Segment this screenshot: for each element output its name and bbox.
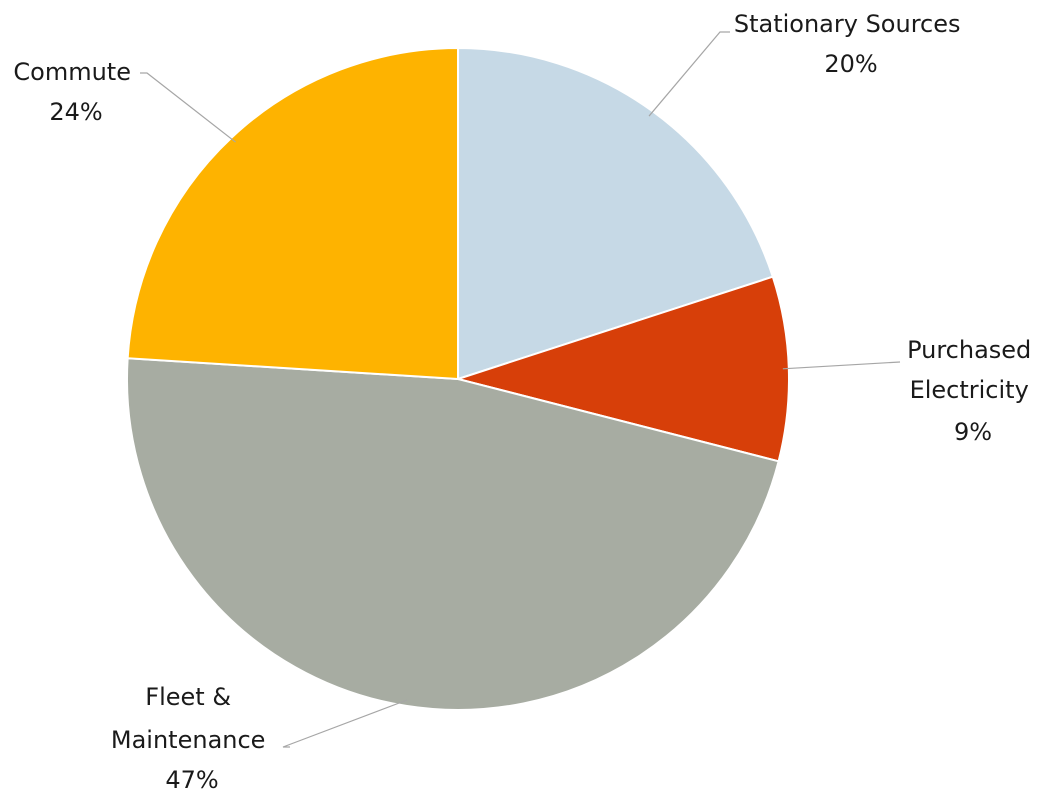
pie-slice-fleet-maintenance [126,357,780,711]
slice-label-fleet-maintenance-line-1: Fleet & [145,683,231,711]
slice-label-purchased-electricity: Purchased Electricity 9% [907,336,1039,446]
slice-percent-fleet-maintenance: 47% [165,766,218,794]
slice-percent-purchased-electricity: 9% [954,418,992,446]
slice-label-stationary-sources-line-1: Stationary Sources [734,10,961,38]
slice-label-fleet-maintenance: Fleet & Maintenance 47% [111,683,273,794]
leader-line-purchased-electricity [782,361,901,370]
leader-line-stationary-sources [648,31,730,117]
leader-line-commute [140,72,236,143]
slice-label-purchased-electricity-line-2: Electricity [910,376,1029,404]
pie-slice-commute [126,46,459,381]
slice-label-commute: Commute 24% [13,58,138,126]
slice-label-purchased-electricity-line-1: Purchased [907,336,1031,364]
leader-lines [140,31,901,748]
slice-label-stationary-sources: Stationary Sources 20% [734,10,968,78]
pie-slices [126,46,790,711]
slice-label-commute-line-1: Commute [13,58,131,86]
leader-line-fleet-maintenance [282,699,408,748]
slice-percent-commute: 24% [49,98,102,126]
slice-label-fleet-maintenance-line-2: Maintenance [111,726,266,754]
slice-percent-stationary-sources: 20% [824,50,877,78]
